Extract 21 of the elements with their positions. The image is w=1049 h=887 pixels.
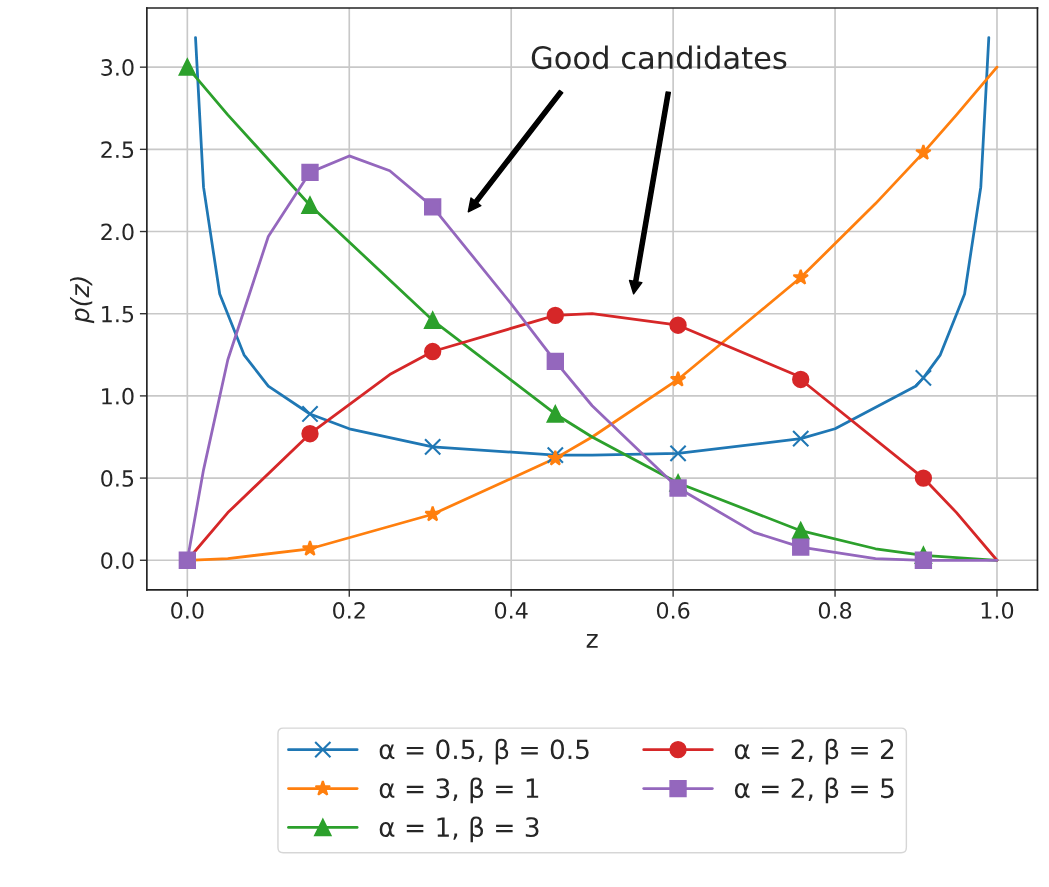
y-tick-label: 0.0 (101, 552, 134, 570)
y-tick-label: 2.0 (101, 223, 134, 241)
y-tick-label: 0.5 (101, 470, 134, 487)
legend-label: α = 1, β = 3 (379, 816, 539, 843)
annotation: Good candidates (531, 45, 787, 70)
y-tick-label: 1.0 (102, 387, 134, 405)
legend-label: α = 2, β = 2 (734, 738, 894, 765)
x-tick-label: 0.2 (333, 602, 365, 619)
y-axis-title: p(z) (69, 277, 95, 324)
x-tick-label: 1.0 (981, 602, 1014, 619)
legend-label: α = 2, β = 5 (734, 777, 894, 804)
legend-label: α = 3, β = 1 (379, 777, 539, 804)
y-tick-label: 1.5 (102, 305, 134, 323)
x-tick-label: 0.0 (171, 602, 204, 619)
y-tick-label: 2.5 (101, 141, 134, 159)
y-tick-label: 3.0 (101, 59, 134, 76)
x-tick-label: 0.6 (656, 602, 690, 619)
x-axis-title: z (586, 634, 598, 648)
legend-label: α = 0.5, β = 0.5 (379, 738, 589, 765)
x-tick-label: 0.8 (818, 602, 852, 619)
x-tick-label: 0.4 (494, 602, 528, 619)
